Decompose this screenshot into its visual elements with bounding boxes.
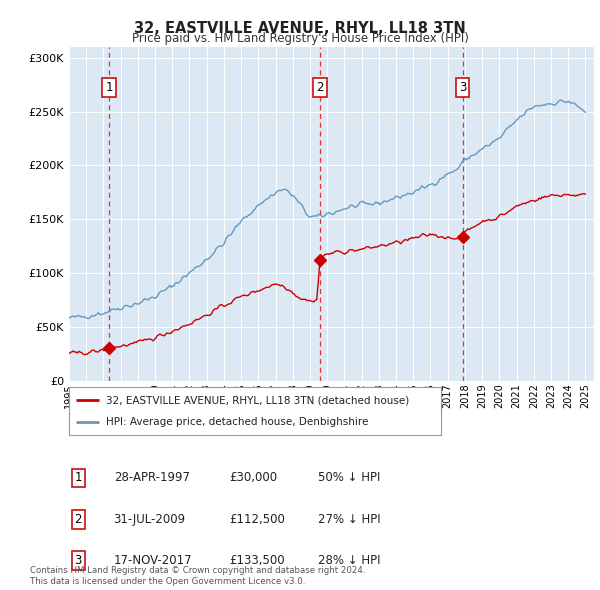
- Text: HPI: Average price, detached house, Denbighshire: HPI: Average price, detached house, Denb…: [106, 417, 368, 427]
- Text: 27% ↓ HPI: 27% ↓ HPI: [318, 513, 381, 526]
- Text: 32, EASTVILLE AVENUE, RHYL, LL18 3TN (detached house): 32, EASTVILLE AVENUE, RHYL, LL18 3TN (de…: [106, 395, 409, 405]
- Text: 50% ↓ HPI: 50% ↓ HPI: [318, 471, 380, 484]
- Text: Contains HM Land Registry data © Crown copyright and database right 2024.: Contains HM Land Registry data © Crown c…: [30, 566, 365, 575]
- Text: 32, EASTVILLE AVENUE, RHYL, LL18 3TN: 32, EASTVILLE AVENUE, RHYL, LL18 3TN: [134, 21, 466, 35]
- Text: 3: 3: [74, 554, 82, 567]
- Text: 1: 1: [74, 471, 82, 484]
- Text: £112,500: £112,500: [229, 513, 285, 526]
- Text: 28-APR-1997: 28-APR-1997: [113, 471, 190, 484]
- Text: 31-JUL-2009: 31-JUL-2009: [113, 513, 186, 526]
- Text: This data is licensed under the Open Government Licence v3.0.: This data is licensed under the Open Gov…: [30, 577, 305, 586]
- Text: 1: 1: [105, 81, 113, 94]
- Text: 17-NOV-2017: 17-NOV-2017: [113, 554, 192, 567]
- Text: 3: 3: [459, 81, 467, 94]
- Text: 2: 2: [316, 81, 324, 94]
- Text: 2: 2: [74, 513, 82, 526]
- Text: £133,500: £133,500: [229, 554, 284, 567]
- Text: £30,000: £30,000: [229, 471, 277, 484]
- Text: 28% ↓ HPI: 28% ↓ HPI: [318, 554, 381, 567]
- Text: Price paid vs. HM Land Registry's House Price Index (HPI): Price paid vs. HM Land Registry's House …: [131, 32, 469, 45]
